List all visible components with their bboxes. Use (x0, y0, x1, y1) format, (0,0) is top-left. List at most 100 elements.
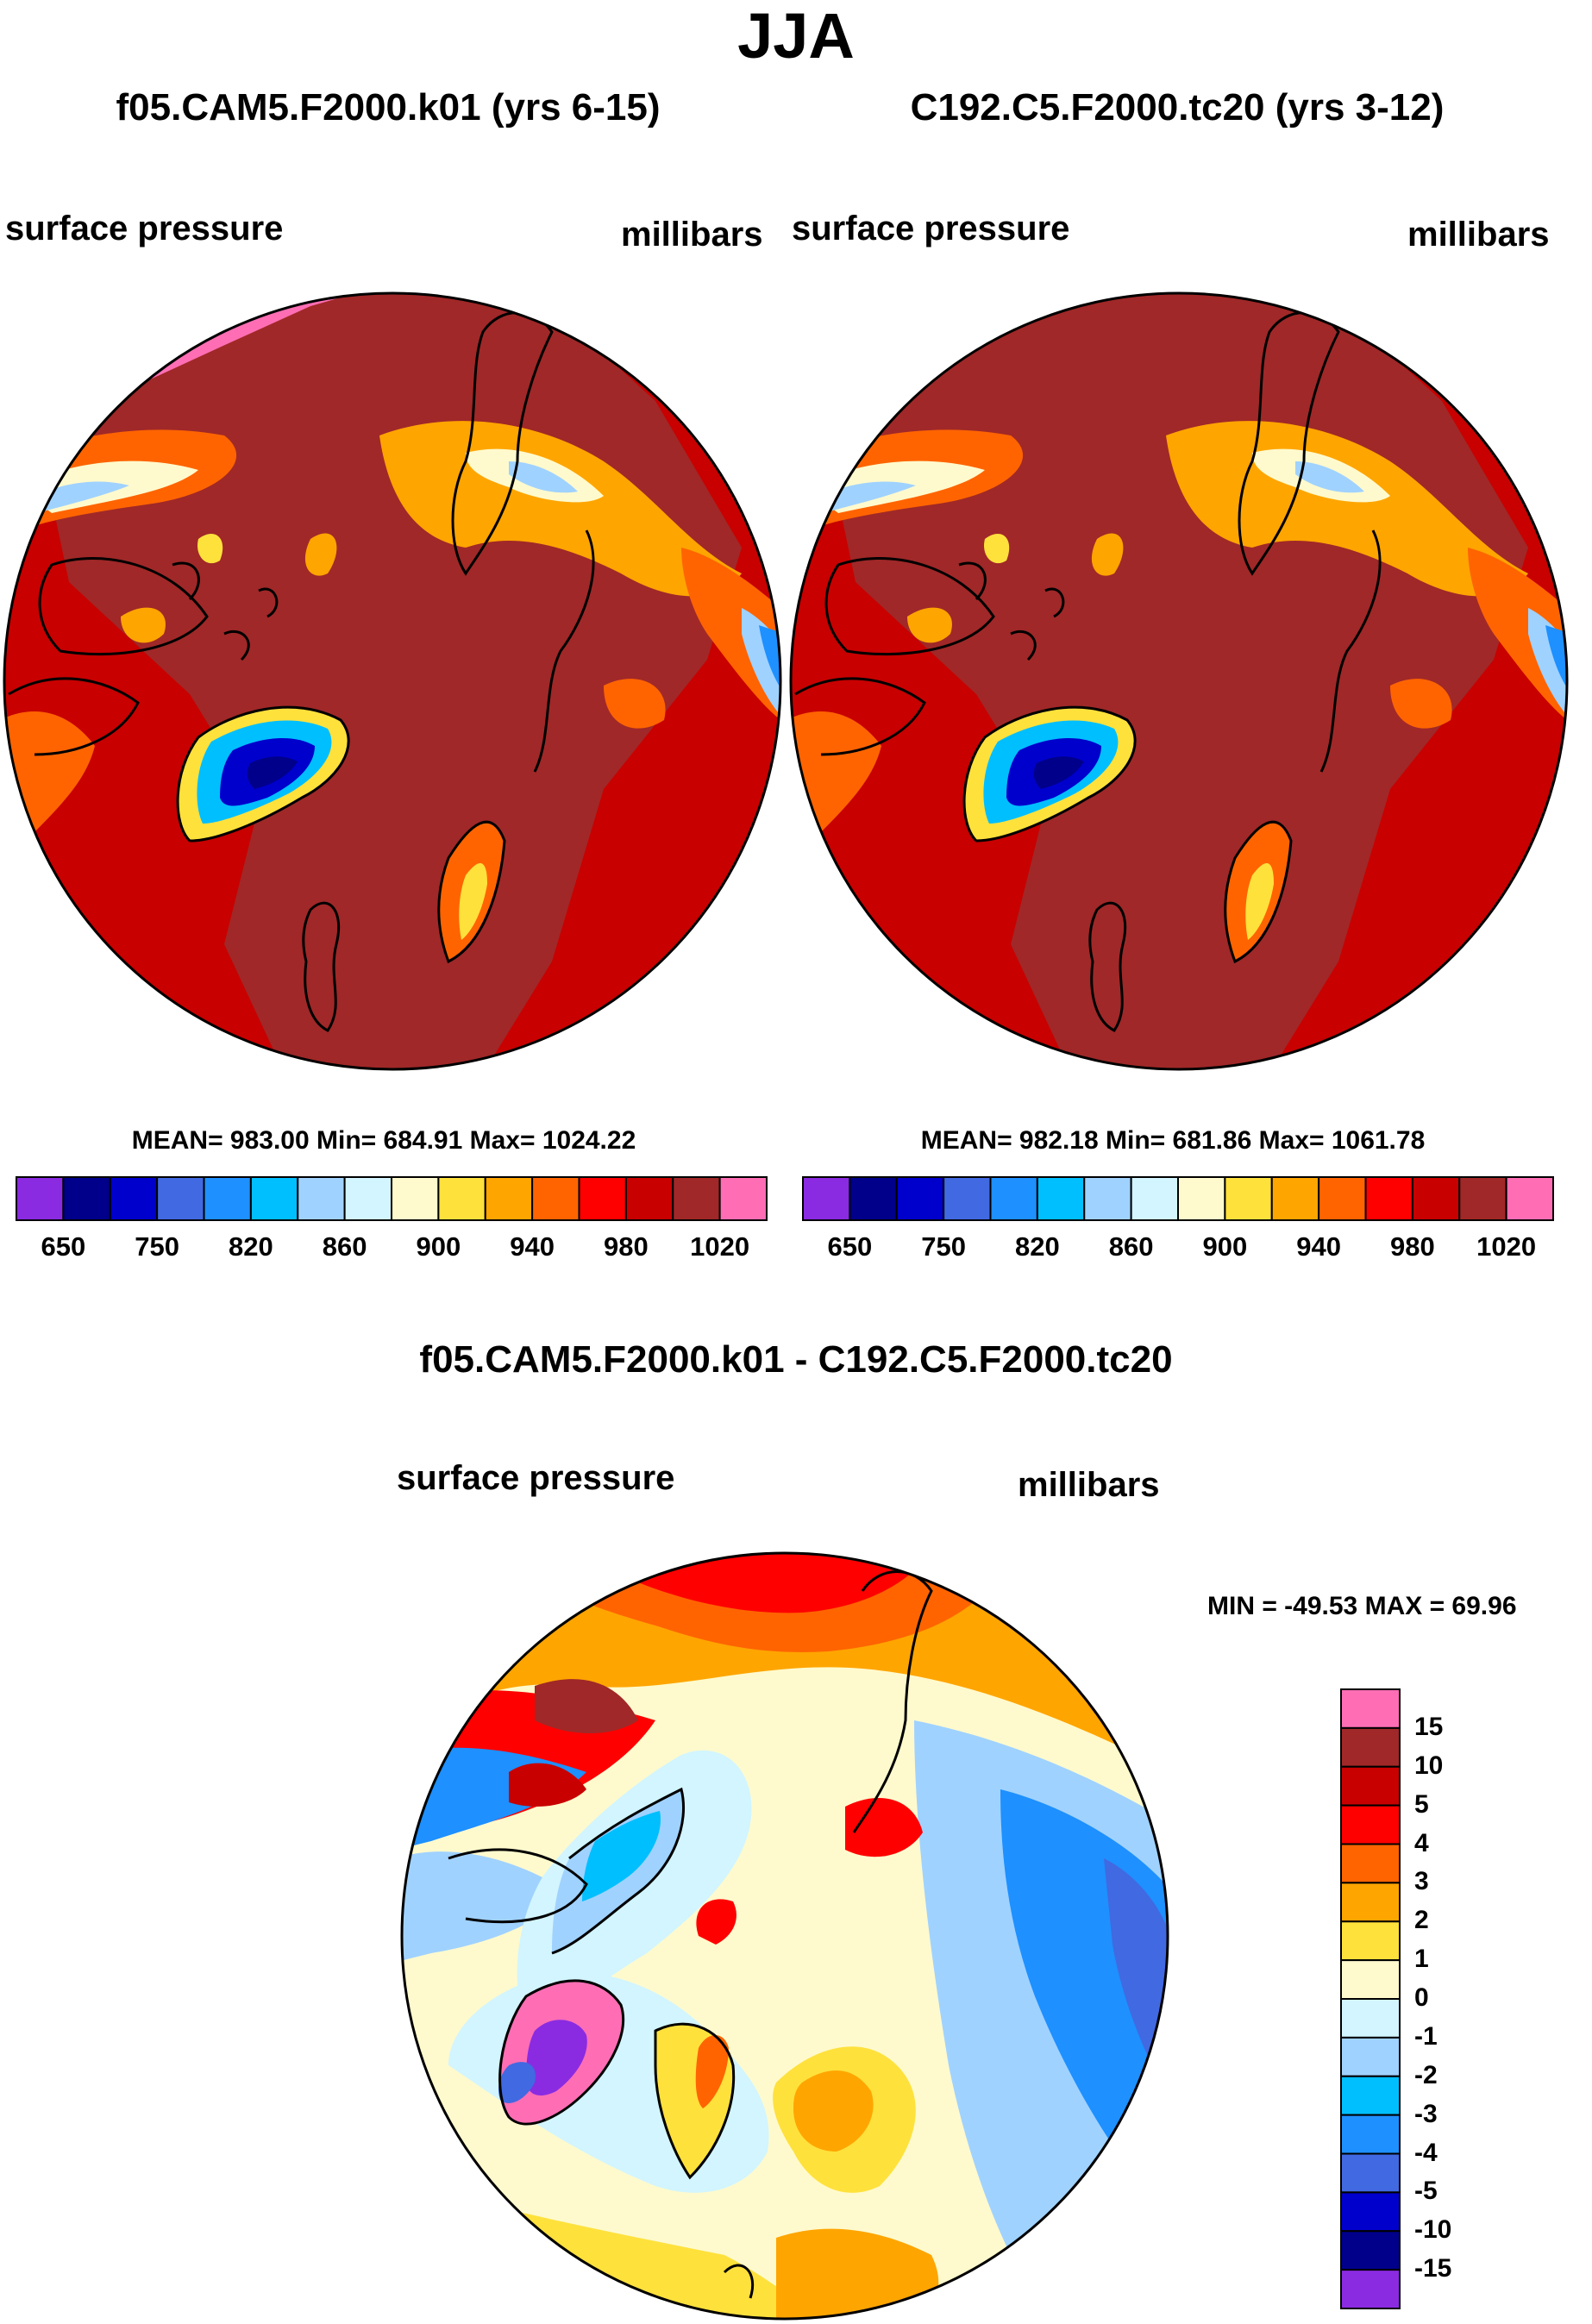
colorbar-swatch (1364, 1176, 1413, 1221)
difference-title: f05.CAM5.F2000.k01 - C192.C5.F2000.tc20 (419, 1338, 1173, 1381)
colorbar-swatch (802, 1176, 851, 1221)
colorbar-swatch (1340, 1998, 1401, 2039)
colorbar-tick-label: 900 (416, 1231, 461, 1262)
colorbar-swatch (343, 1176, 392, 1221)
colorbar-tick-label: 820 (1015, 1231, 1060, 1262)
colorbar-swatch (391, 1176, 440, 1221)
figure-title: JJA (737, 0, 855, 72)
difference-colorbar (1340, 1688, 1401, 2309)
colorbar-tick-label: 940 (510, 1231, 555, 1262)
colorbar-swatch (1411, 1176, 1461, 1221)
colorbar-swatch (1340, 1843, 1401, 1884)
colorbar-tick-label: -10 (1414, 2215, 1452, 2245)
right-panel-case-title: C192.C5.F2000.tc20 (yrs 3-12) (910, 86, 1445, 128)
colorbar-tick-label: 980 (1390, 1231, 1435, 1262)
colorbar-swatch (1340, 1688, 1401, 1729)
colorbar-swatch (531, 1176, 580, 1221)
colorbar-tick-label: -15 (1414, 2254, 1452, 2283)
difference-minmax: MIN = -49.53 MAX = 69.96 (1207, 1592, 1517, 1620)
colorbar-swatch (1340, 1726, 1401, 1768)
colorbar-tick-label: -2 (1414, 2060, 1438, 2089)
colorbar-swatch (672, 1176, 721, 1221)
colorbar-swatch (1340, 2075, 1401, 2116)
colorbar-swatch (1177, 1176, 1226, 1221)
colorbar-swatch (1340, 1882, 1401, 1923)
difference-units-label: millibars (1018, 1466, 1160, 1504)
colorbar-swatch (62, 1176, 111, 1221)
colorbar-tick-label: 2 (1414, 1906, 1429, 1935)
colorbar-swatch (1036, 1176, 1086, 1221)
left-panel-case-title: f05.CAM5.F2000.k01 (yrs 6-15) (116, 86, 661, 128)
colorbar-swatch (1270, 1176, 1320, 1221)
colorbar-swatch (1340, 2152, 1401, 2194)
colorbar-swatch (718, 1176, 768, 1221)
colorbar-swatch (1083, 1176, 1132, 1221)
colorbar-swatch (1318, 1176, 1367, 1221)
colorbar-tick-label: 1020 (1476, 1231, 1537, 1262)
colorbar-tick-label: 900 (1202, 1231, 1248, 1262)
left-panel-units-label: millibars (621, 216, 763, 254)
colorbar-swatch (1340, 2036, 1401, 2077)
left-panel-variable-label: surface pressure (5, 210, 284, 247)
colorbar-swatch (16, 1176, 65, 1221)
colorbar-tick-label: 860 (1108, 1231, 1154, 1262)
colorbar-swatch (895, 1176, 945, 1221)
colorbar-tick-label: 3 (1414, 1867, 1429, 1896)
right-panel-stats: MEAN= 982.18 Min= 681.86 Max= 1061.78 (920, 1126, 1426, 1155)
colorbar-tick-label: 5 (1414, 1789, 1429, 1819)
colorbar-swatch (1224, 1176, 1273, 1221)
difference-colorbar-ticks: 15 10 5 4 3 2 1 0 -1 -2 -3 -4 -5 -10 -15 (1409, 1688, 1513, 2309)
colorbar-tick-label: 15 (1414, 1712, 1444, 1741)
colorbar-tick-label: 1020 (690, 1231, 750, 1262)
colorbar-swatch (1340, 1765, 1401, 1807)
right-colorbar-ticks: 650 750 820 860 900 940 980 1020 (802, 1231, 1554, 1266)
right-colorbar (802, 1176, 1554, 1221)
colorbar-swatch (297, 1176, 346, 1221)
colorbar-swatch (1340, 1804, 1401, 1845)
colorbar-tick-label: 650 (41, 1231, 86, 1262)
colorbar-tick-label: 940 (1296, 1231, 1341, 1262)
colorbar-tick-label: 750 (921, 1231, 966, 1262)
colorbar-swatch (1340, 1959, 1401, 2000)
colorbar-tick-label: -5 (1414, 2177, 1438, 2206)
colorbar-tick-label: 10 (1414, 1751, 1444, 1780)
colorbar-tick-label: -1 (1414, 2021, 1438, 2051)
colorbar-swatch (484, 1176, 534, 1221)
colorbar-swatch (624, 1176, 674, 1221)
difference-variable-label: surface pressure (397, 1459, 675, 1497)
colorbar-swatch (109, 1176, 159, 1221)
right-panel-units-label: millibars (1407, 216, 1550, 254)
colorbar-tick-label: 980 (604, 1231, 649, 1262)
colorbar-tick-label: -3 (1414, 2099, 1438, 2128)
colorbar-tick-label: -4 (1414, 2138, 1438, 2167)
left-colorbar (16, 1176, 768, 1221)
colorbar-swatch (1340, 2230, 1401, 2271)
colorbar-swatch (989, 1176, 1038, 1221)
colorbar-swatch (578, 1176, 627, 1221)
colorbar-swatch (1458, 1176, 1507, 1221)
left-panel-stats: MEAN= 983.00 Min= 684.91 Max= 1024.22 (131, 1126, 636, 1155)
colorbar-swatch (437, 1176, 486, 1221)
colorbar-swatch (1340, 2191, 1401, 2233)
colorbar-tick-label: 860 (322, 1231, 367, 1262)
right-panel-variable-label: surface pressure (792, 210, 1070, 247)
colorbar-swatch (1340, 2114, 1401, 2155)
colorbar-swatch (203, 1176, 252, 1221)
colorbar-swatch (249, 1176, 299, 1221)
colorbar-tick-label: 4 (1414, 1828, 1429, 1857)
colorbar-tick-label: 820 (229, 1231, 273, 1262)
colorbar-tick-label: 650 (827, 1231, 873, 1262)
colorbar-swatch (943, 1176, 992, 1221)
left-colorbar-ticks: 650 750 820 860 900 940 980 1020 (16, 1231, 768, 1266)
colorbar-tick-label: 1 (1414, 1945, 1429, 1974)
colorbar-swatch (1340, 1920, 1401, 1962)
colorbar-swatch (156, 1176, 205, 1221)
colorbar-swatch (849, 1176, 898, 1221)
colorbar-swatch (1130, 1176, 1179, 1221)
colorbar-swatch (1505, 1176, 1554, 1221)
right-surface-pressure-map (789, 291, 1569, 1071)
difference-surface-pressure-map (400, 1551, 1169, 2321)
colorbar-tick-label: 750 (135, 1231, 179, 1262)
colorbar-swatch (1340, 2269, 1401, 2309)
colorbar-tick-label: 0 (1414, 1983, 1429, 2012)
